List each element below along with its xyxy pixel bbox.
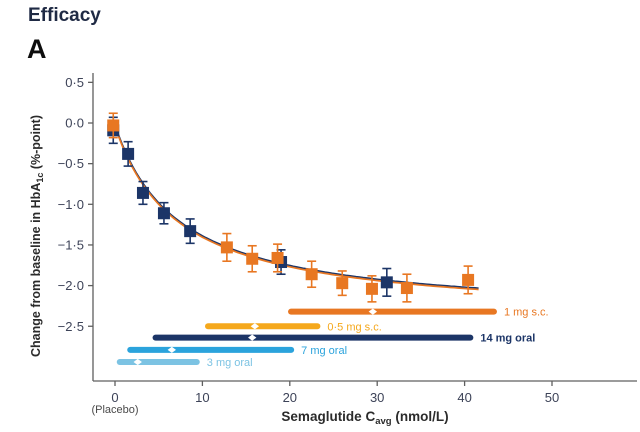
data-point-orange-squares-sc bbox=[462, 265, 475, 295]
data-point-orange-squares-sc bbox=[365, 275, 378, 303]
square-marker bbox=[380, 276, 393, 289]
square-marker bbox=[246, 252, 259, 265]
dose-bar-label: 3 mg oral bbox=[207, 357, 253, 369]
y-tick-label: 0·5 bbox=[65, 75, 84, 90]
dose-range-bar: 3 mg oral bbox=[116, 357, 253, 369]
dose-bar-label: 14 mg oral bbox=[480, 333, 535, 345]
data-point-navy-squares-oral bbox=[157, 201, 170, 225]
dose-range-bar: 14 mg oral bbox=[152, 333, 535, 345]
dose-bar-rect bbox=[205, 323, 321, 330]
dose-bar-rect bbox=[288, 308, 497, 315]
data-point-orange-squares-sc bbox=[220, 232, 233, 263]
median-diamond bbox=[250, 323, 260, 330]
square-marker bbox=[184, 225, 197, 238]
square-marker bbox=[400, 282, 413, 295]
x-tick-label: 20 bbox=[283, 390, 297, 405]
x-tick-label: 30 bbox=[370, 390, 384, 405]
y-tick-label: −1·5 bbox=[58, 237, 84, 252]
dose-bar-rect bbox=[116, 359, 200, 366]
square-marker bbox=[336, 277, 349, 290]
square-marker bbox=[271, 251, 284, 264]
square-marker bbox=[305, 268, 318, 281]
x-tick-label: 10 bbox=[195, 390, 209, 405]
y-tick-label: −2·0 bbox=[58, 278, 84, 293]
x-tick-label: 0 bbox=[111, 390, 118, 405]
dose-bar-label: 0·5 mg s.c. bbox=[327, 321, 381, 333]
data-point-navy-squares-oral bbox=[122, 140, 135, 167]
y-axis-title: Change from baseline in HbA1c (%-point) bbox=[29, 115, 45, 357]
dose-bar-rect bbox=[152, 334, 474, 341]
dose-range-bar: 0·5 mg s.c. bbox=[205, 321, 382, 333]
square-marker bbox=[220, 241, 233, 254]
placebo-note: (Placebo) bbox=[91, 404, 138, 416]
square-marker bbox=[462, 273, 475, 286]
y-tick-label: −2·5 bbox=[58, 319, 84, 334]
x-tick-label: 50 bbox=[545, 390, 559, 405]
square-marker bbox=[136, 186, 149, 199]
median-diamond bbox=[133, 358, 142, 366]
x-axis-title: Semaglutide Cavg (nmol/L) bbox=[281, 409, 448, 427]
y-tick-label: −1·0 bbox=[58, 197, 84, 212]
y-tick-label: −0·5 bbox=[58, 156, 84, 171]
dose-bar-label: 7 mg oral bbox=[301, 345, 347, 357]
data-point-navy-squares-oral bbox=[136, 180, 149, 206]
fit-curve-oral bbox=[114, 124, 479, 290]
x-tick-label: 40 bbox=[457, 390, 471, 405]
data-point-orange-squares-sc bbox=[336, 270, 349, 297]
dose-bar-label: 1 mg s.c. bbox=[504, 307, 549, 319]
square-marker bbox=[107, 119, 120, 132]
square-marker bbox=[122, 147, 135, 160]
median-diamond bbox=[167, 346, 177, 353]
data-point-orange-squares-sc bbox=[107, 112, 120, 139]
median-diamond bbox=[368, 308, 378, 315]
fit-curve-sc bbox=[114, 126, 479, 291]
median-diamond bbox=[248, 334, 257, 341]
data-point-orange-squares-sc bbox=[246, 244, 259, 273]
data-point-orange-squares-sc bbox=[400, 273, 413, 303]
dose-range-bar: 1 mg s.c. bbox=[288, 307, 549, 319]
square-marker bbox=[157, 207, 170, 220]
data-point-orange-squares-sc bbox=[305, 260, 318, 289]
data-point-navy-squares-oral bbox=[184, 218, 197, 245]
data-point-navy-squares-oral bbox=[380, 267, 393, 297]
y-tick-label: 0·0 bbox=[65, 116, 84, 131]
data-point-orange-squares-sc bbox=[271, 243, 284, 273]
figure-title: Efficacy bbox=[28, 5, 101, 26]
square-marker bbox=[365, 282, 378, 295]
panel-a-label: A bbox=[27, 34, 47, 64]
dose-bar-rect bbox=[127, 346, 295, 353]
dose-range-bar: 7 mg oral bbox=[127, 345, 347, 357]
